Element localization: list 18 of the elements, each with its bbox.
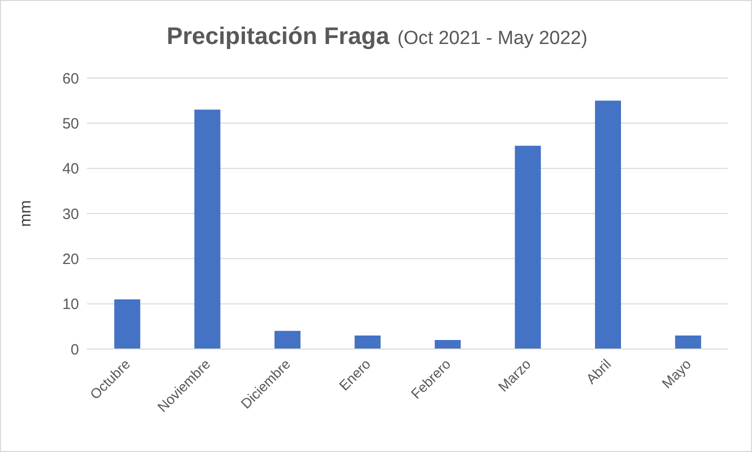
bar: [514, 146, 541, 349]
bar: [594, 100, 621, 349]
y-tick-label: 60: [62, 70, 79, 88]
chart-title: Precipitación Fraga: [166, 23, 390, 50]
y-tick-label: 10: [62, 296, 79, 314]
bar: [434, 340, 461, 349]
y-tick-label: 40: [62, 160, 79, 178]
y-tick-label: 50: [62, 115, 79, 132]
bar: [675, 335, 702, 349]
y-tick-label: 30: [62, 206, 79, 223]
y-tick-label: 20: [62, 250, 79, 268]
bar: [274, 330, 300, 349]
y-tick-label: 0: [70, 341, 79, 358]
bar: [354, 335, 381, 349]
chart-subtitle: (Oct 2021 - May 2022): [397, 28, 588, 49]
y-axis-title: mm: [18, 200, 35, 227]
bar: [194, 110, 220, 349]
bar: [114, 299, 140, 349]
